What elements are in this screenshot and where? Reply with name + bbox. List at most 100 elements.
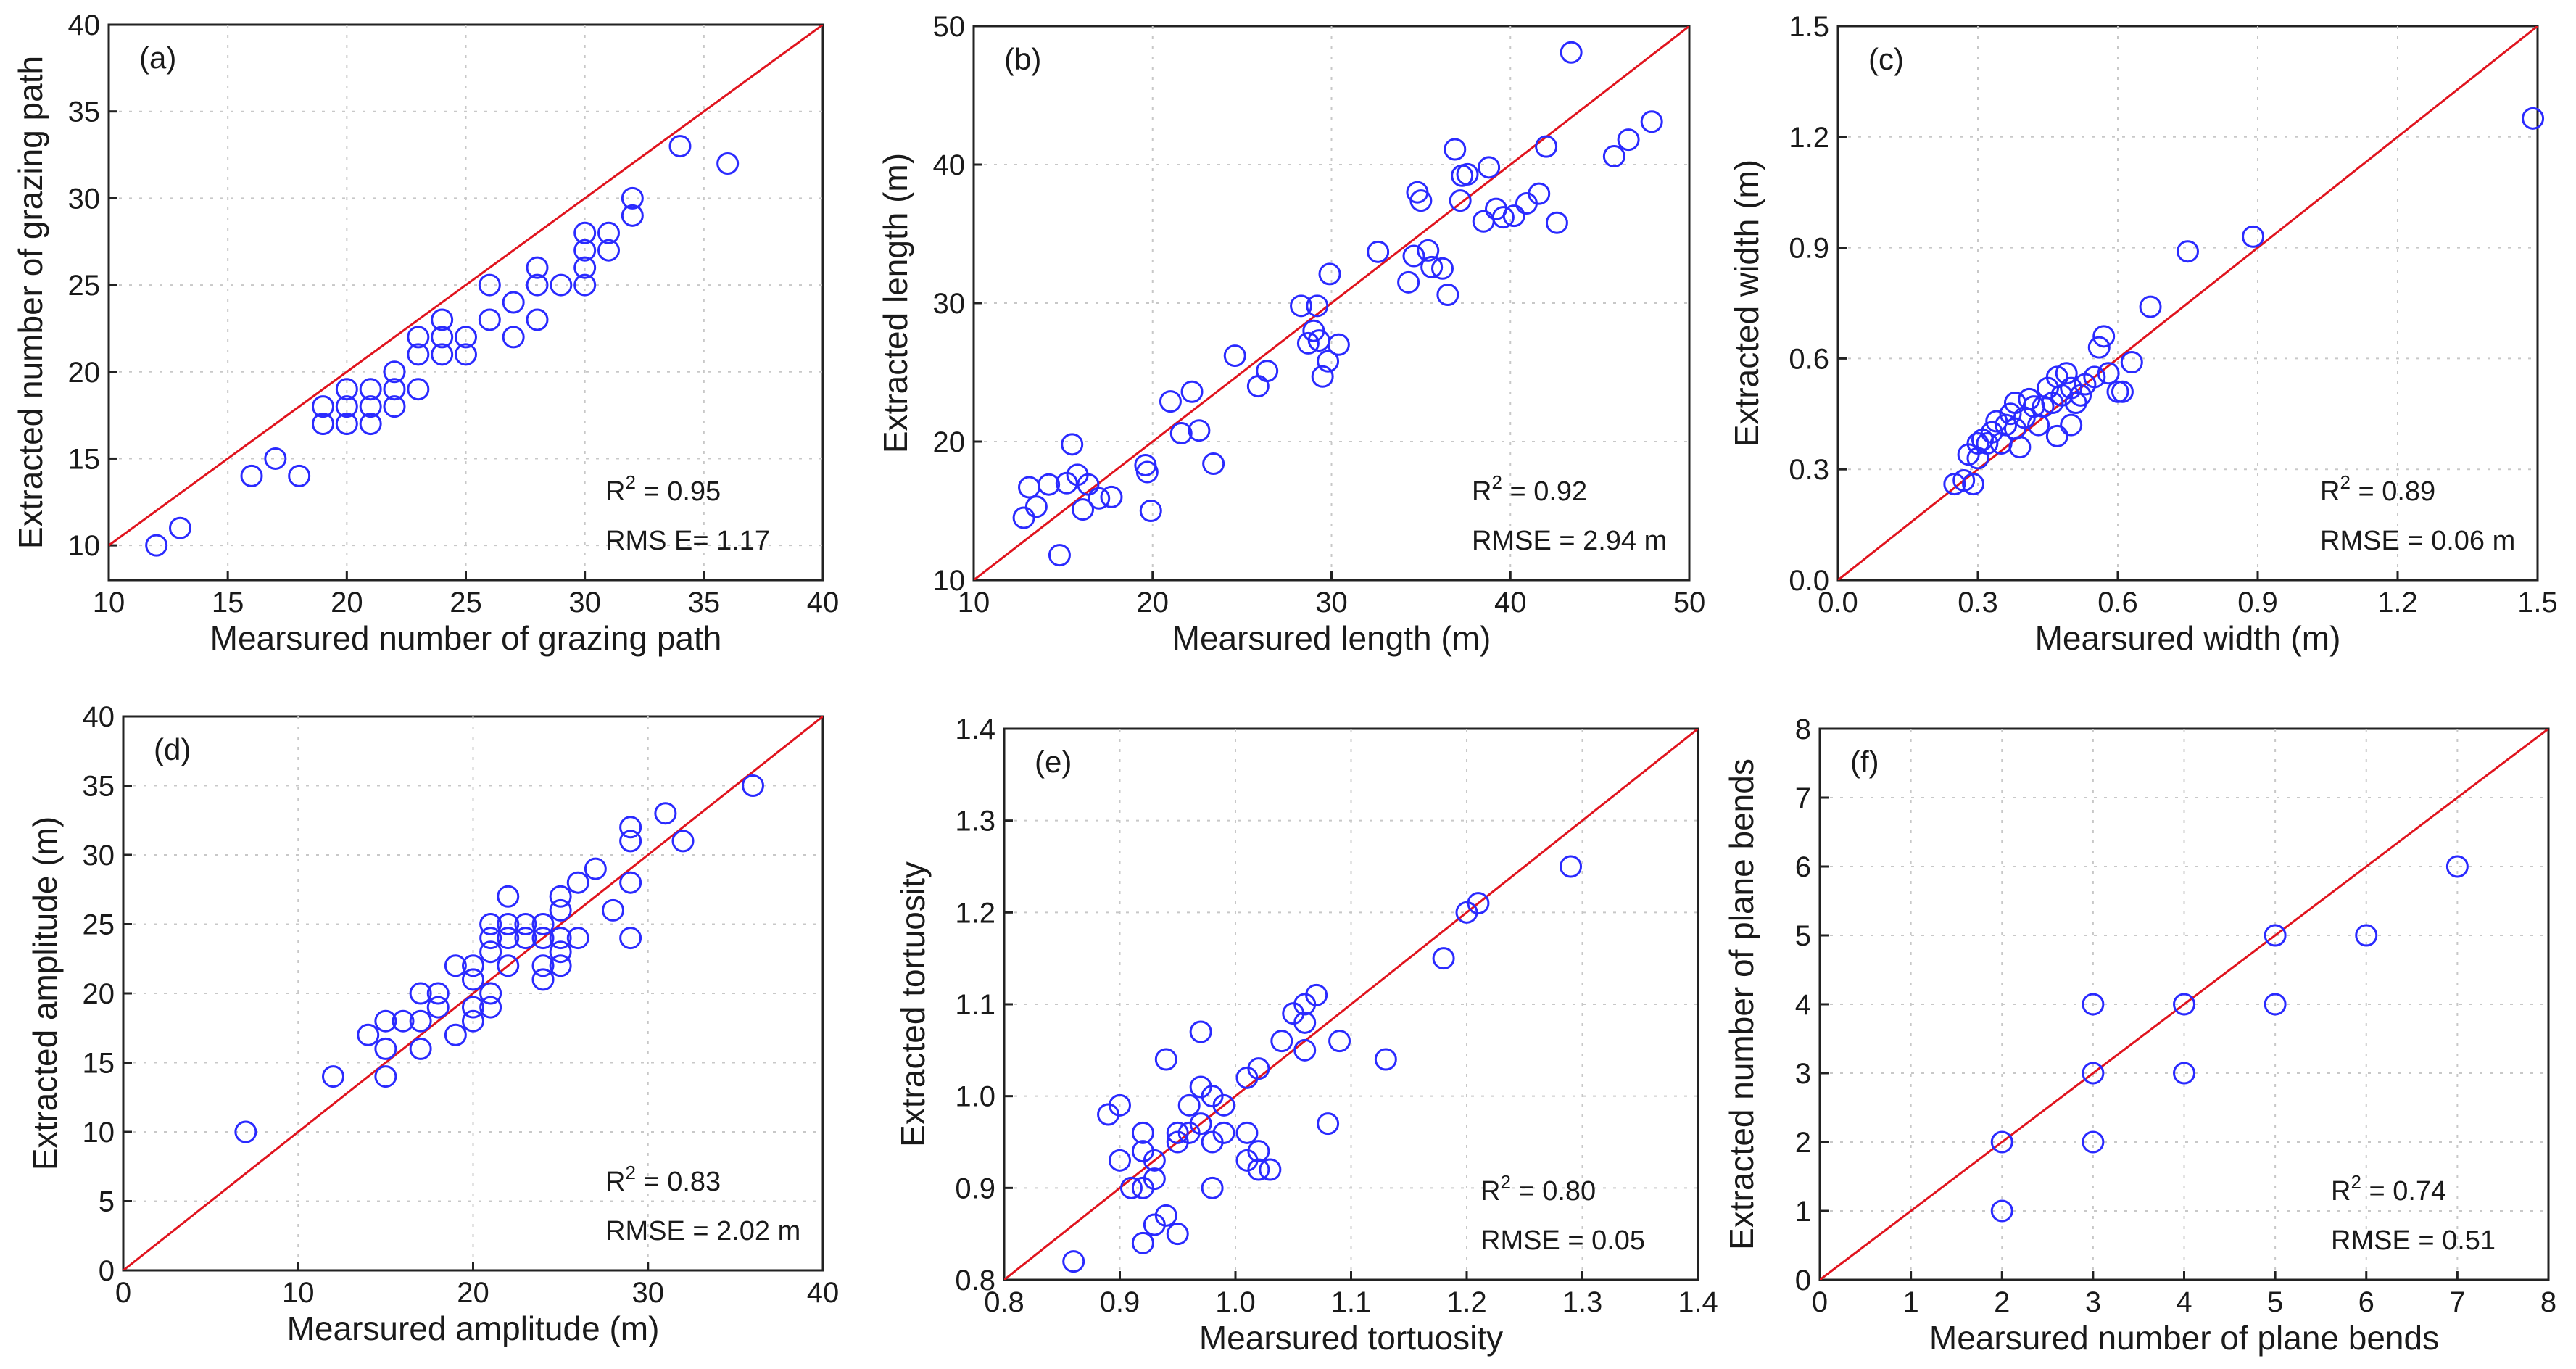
y-axis-label: Extracted number of plane bends <box>1723 758 1760 1250</box>
panel-3: 0 10 20 30 40 0 5 10 15 20 25 30 35 40 (d) R2 = 0.83 RMS… <box>26 701 839 1347</box>
x-tick-label: 0 <box>1812 1286 1828 1318</box>
x-tick-label: 4 <box>2176 1286 2192 1318</box>
data-point <box>407 378 430 401</box>
one-to-one-line <box>109 25 823 547</box>
panel-4: 0.8 0.9 1.0 1.1 1.2 1.3 1.4 0.8 0.9 1.0 1.1 1.2 1.3 1… <box>894 714 1718 1357</box>
data-point <box>312 413 334 436</box>
rmse-text: RMS E= 1.17 <box>605 526 770 556</box>
data-point <box>584 857 607 880</box>
y-tick-label: 40 <box>83 701 115 733</box>
data-point <box>335 378 358 401</box>
data-point <box>2055 362 2078 385</box>
r-squared-prefix: R <box>1472 476 1491 507</box>
y-tick-label: 40 <box>68 9 101 41</box>
data-point <box>1290 294 1313 318</box>
data-point <box>359 395 382 418</box>
data-point <box>671 830 695 853</box>
y-tick-label: 1.0 <box>955 1081 995 1113</box>
data-point <box>1038 473 1061 496</box>
data-point <box>1256 360 1279 383</box>
x-tick-label: 30 <box>632 1277 665 1309</box>
data-point <box>479 940 502 964</box>
data-point <box>1139 500 1162 522</box>
data-point <box>1327 333 1350 356</box>
rmse-text: RMSE = 2.94 m <box>1472 526 1667 556</box>
panel-2: 0.0 0.3 0.6 0.9 1.2 1.5 0.0 0.3 0.6 0.9 1.2 1.5 (c) R… <box>1728 11 2558 657</box>
data-point <box>1169 422 1193 445</box>
x-tick-label: 20 <box>1137 587 1169 619</box>
x-tick-label: 20 <box>457 1277 489 1309</box>
data-point <box>444 1023 467 1046</box>
x-tick-label: 1.3 <box>1562 1286 1603 1318</box>
data-point <box>1535 135 1558 158</box>
data-point <box>2173 993 2195 1016</box>
y-tick-label: 15 <box>83 1048 115 1080</box>
y-tick-label: 0.9 <box>1789 233 1829 265</box>
x-tick-label: 1 <box>1903 1286 1919 1318</box>
r-squared-text: R2 = 0.89 <box>2320 471 2435 507</box>
y-tick-label: 35 <box>83 771 115 803</box>
data-point <box>1247 1140 1270 1163</box>
y-tick-label: 1 <box>1795 1196 1811 1228</box>
data-point <box>621 186 644 210</box>
data-point <box>1024 495 1048 518</box>
data-point <box>1177 1093 1201 1117</box>
data-point <box>1247 1057 1270 1080</box>
data-point <box>1444 138 1467 161</box>
data-point <box>1072 498 1095 521</box>
x-tick-label: 0.9 <box>2237 587 2278 619</box>
y-tick-label: 0.9 <box>955 1172 995 1204</box>
data-point <box>2111 380 2134 403</box>
data-point <box>668 135 692 158</box>
data-point <box>1223 344 1246 368</box>
x-axis-label: Mearsured tortuosity <box>1199 1319 1503 1357</box>
data-point <box>479 913 502 935</box>
data-point <box>426 982 450 1005</box>
data-point <box>1491 206 1515 229</box>
data-point <box>1311 365 1334 388</box>
y-axis-label: Extracted length (m) <box>877 153 914 453</box>
data-point <box>1367 240 1390 263</box>
data-point <box>1202 452 1225 476</box>
data-point <box>1109 1093 1131 1117</box>
data-point <box>742 774 764 797</box>
y-tick-label: 20 <box>933 426 966 458</box>
r-squared-text: R2 = 0.74 <box>2331 1171 2446 1207</box>
data-point <box>383 395 406 418</box>
data-point <box>1545 211 1568 234</box>
data-point <box>1409 189 1433 212</box>
data-point <box>1528 182 1551 205</box>
x-tick-label: 1.5 <box>2517 587 2558 619</box>
data-point <box>502 326 525 349</box>
y-tick-label: 2 <box>1795 1127 1811 1159</box>
x-axis-label: Mearsured number of grazing path <box>210 619 722 657</box>
data-point <box>1305 983 1328 1006</box>
y-tick-label: 5 <box>1795 920 1811 952</box>
x-tick-label: 8 <box>2540 1286 2556 1318</box>
x-axis-label: Mearsured amplitude (m) <box>287 1310 660 1347</box>
data-point <box>1189 1020 1212 1043</box>
data-point <box>234 1120 257 1143</box>
r-squared-superscript: 2 <box>1500 1171 1510 1193</box>
rmse-text: RMSE = 0.06 m <box>2320 526 2515 556</box>
x-tick-label: 0.3 <box>1958 587 1998 619</box>
panel-label: (a) <box>139 41 176 75</box>
data-point <box>1560 41 1583 64</box>
data-point <box>619 871 642 894</box>
x-tick-label: 40 <box>807 1277 840 1309</box>
x-tick-label: 10 <box>282 1277 315 1309</box>
y-tick-label: 5 <box>99 1186 115 1218</box>
y-axis-label: Extracted number of grazing path <box>12 56 49 549</box>
x-tick-label: 3 <box>2085 1286 2101 1318</box>
one-to-one-line <box>1004 729 1698 1280</box>
y-tick-label: 1.1 <box>955 989 995 1021</box>
data-point <box>1402 244 1425 268</box>
data-point <box>549 898 572 922</box>
data-point <box>497 913 520 935</box>
x-tick-label: 35 <box>688 587 721 619</box>
data-point <box>1143 1167 1166 1191</box>
data-point <box>374 1065 397 1088</box>
data-point <box>409 1009 432 1033</box>
x-tick-label: 5 <box>2267 1286 2283 1318</box>
